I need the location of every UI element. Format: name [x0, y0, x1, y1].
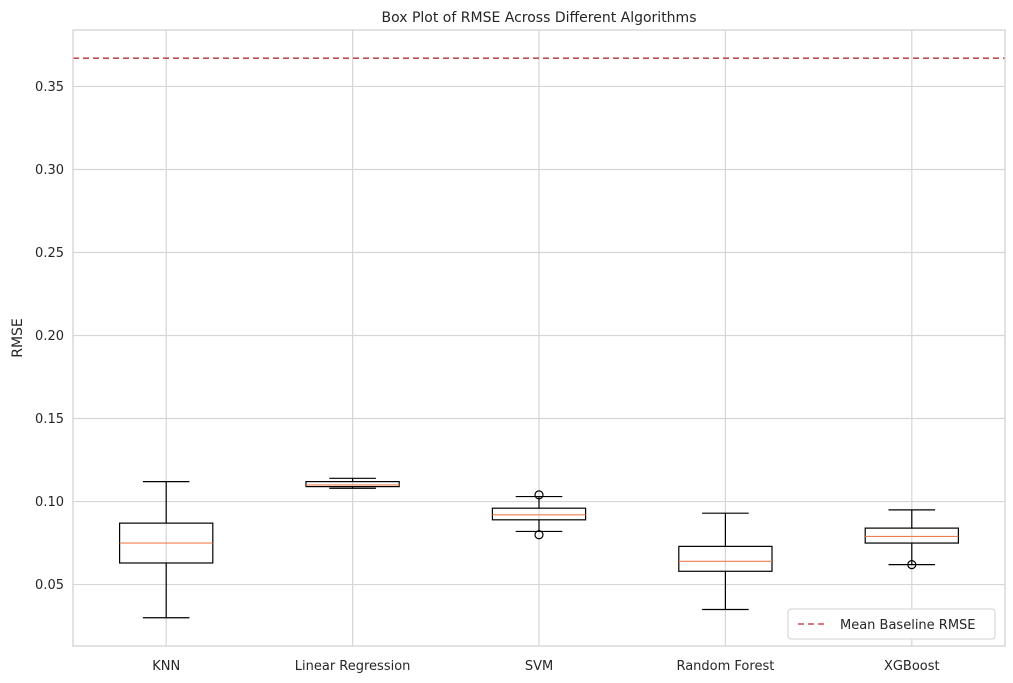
y-tick-label: 0.35 [35, 80, 64, 95]
tick-layer: 0.05 0.10 0.15 0.20 0.25 0.30 0.35 KNN Linear Re… [35, 80, 940, 674]
iqr-box [491, 507, 587, 521]
iqr-box [305, 481, 400, 488]
outlier-point [534, 490, 544, 500]
y-tick-label: 0.20 [35, 329, 64, 344]
outlier-point [907, 560, 917, 570]
x-tick-label: Random Forest [676, 659, 774, 674]
legend: Mean Baseline RMSE [787, 608, 996, 640]
y-tick-label: 0.10 [35, 495, 64, 510]
y-tick-label: 0.15 [35, 412, 64, 427]
legend-box [787, 608, 996, 640]
x-tick-label: Linear Regression [295, 659, 411, 674]
iqr-box [678, 545, 773, 572]
y-axis-label: RMSE [10, 318, 26, 358]
x-tick-label: KNN [152, 659, 180, 674]
plot-frame [72, 29, 1006, 647]
x-tick-label: XGBoost [884, 659, 940, 674]
y-tick-label: 0.30 [35, 163, 64, 178]
outlier-point [534, 530, 544, 540]
legend-entry-baseline: Mean Baseline RMSE [840, 618, 976, 633]
x-tick-label: SVM [525, 659, 553, 674]
y-tick-label: 0.25 [35, 246, 64, 261]
grid-layer [73, 30, 1005, 646]
iqr-box [864, 527, 960, 544]
y-tick-label: 0.05 [35, 578, 64, 593]
chart-title: Box Plot of RMSE Across Different Algori… [382, 10, 697, 26]
mark-layer [73, 57, 1005, 619]
